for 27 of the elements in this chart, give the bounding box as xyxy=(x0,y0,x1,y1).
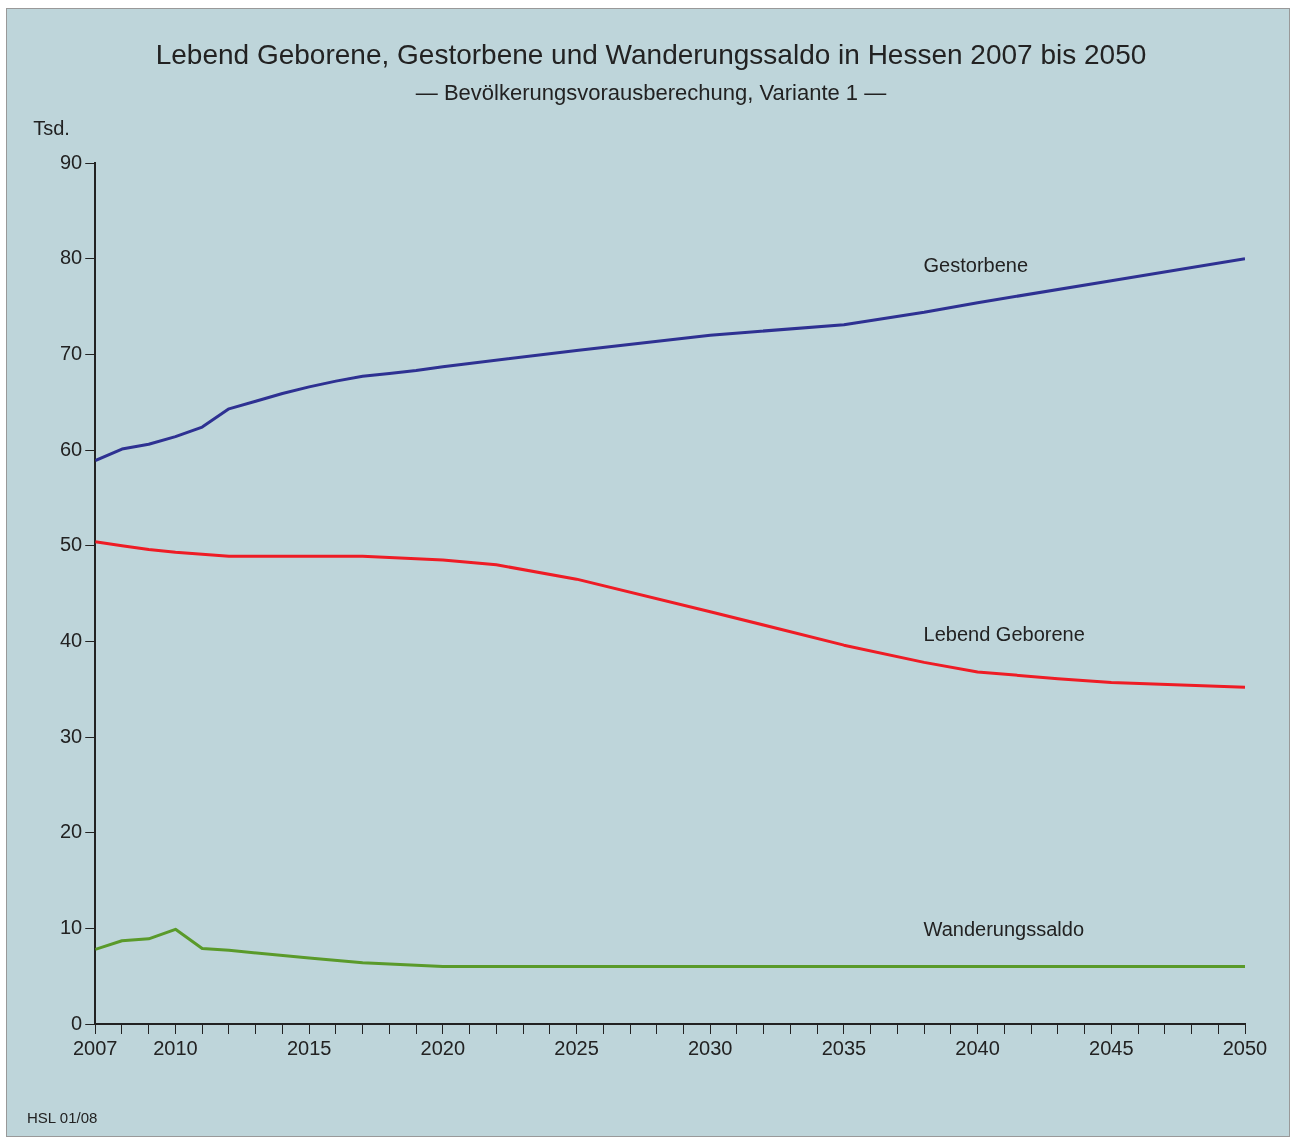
x-tick-label: 2035 xyxy=(821,1036,867,1059)
y-tick-label: 40 xyxy=(60,628,83,651)
chart-subtitle: — Bevölkerungsvorausberechung, Variante 1 — xyxy=(415,79,887,105)
y-tick-label: 60 xyxy=(60,437,83,460)
x-tick-label: 2010 xyxy=(153,1036,198,1059)
x-tick-label: 2045 xyxy=(1089,1036,1134,1059)
y-tick-label: 80 xyxy=(60,246,83,269)
x-tick-label: 2020 xyxy=(420,1036,466,1059)
y-tick-label: 0 xyxy=(71,1011,83,1034)
x-tick-label: 2040 xyxy=(955,1036,1000,1059)
y-tick-label: 10 xyxy=(60,915,83,938)
series-label: Gestorbene xyxy=(923,254,1029,277)
chart-title: Lebend Geborene, Gestorbene und Wanderungssaldo in Hessen 2007 bis 2050 xyxy=(155,38,1147,70)
text: HSL 01/08 xyxy=(27,1108,98,1126)
x-tick-label: 2025 xyxy=(554,1036,599,1059)
y-tick-label: 30 xyxy=(60,724,83,747)
y-tick-label: 20 xyxy=(60,820,83,843)
x-tick-label: 2050 xyxy=(1222,1036,1268,1059)
series-label: Wanderungssaldo xyxy=(923,918,1085,941)
y-tick-label: 70 xyxy=(60,341,83,364)
y-tick-label: 90 xyxy=(60,150,83,173)
x-tick-label: 2015 xyxy=(286,1036,332,1059)
x-tick-label: 2007 xyxy=(73,1036,118,1059)
x-tick-label: 2030 xyxy=(687,1036,733,1059)
series-label: Lebend Geborene xyxy=(923,623,1085,646)
y-axis-title: Tsd. xyxy=(33,116,70,139)
y-tick-label: 50 xyxy=(60,533,83,556)
